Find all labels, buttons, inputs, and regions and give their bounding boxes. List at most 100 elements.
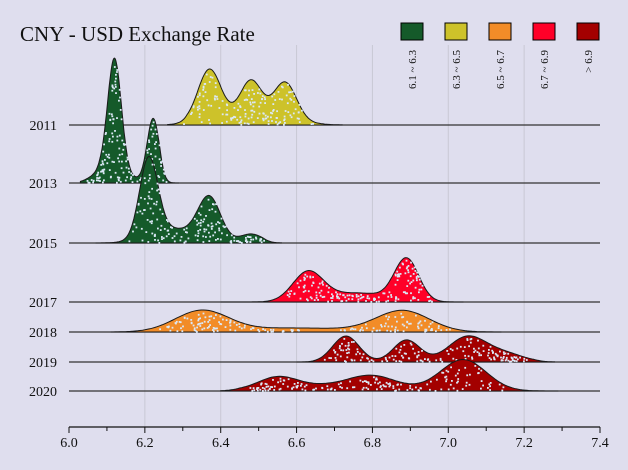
data-point <box>170 226 172 229</box>
data-point <box>128 171 130 173</box>
data-point <box>345 299 348 302</box>
data-point <box>270 386 272 388</box>
chart-title: CNY - USD Exchange Rate <box>20 22 255 46</box>
data-point <box>349 380 351 383</box>
data-point <box>385 381 388 384</box>
data-point <box>426 383 429 386</box>
data-point <box>361 296 363 299</box>
data-point <box>246 235 249 238</box>
data-point <box>151 232 154 235</box>
data-point <box>265 117 268 120</box>
legend-swatch <box>576 22 600 41</box>
data-point <box>415 314 417 317</box>
data-point <box>165 235 168 238</box>
data-point <box>262 390 264 392</box>
data-point <box>230 117 233 120</box>
data-point <box>424 330 426 333</box>
data-point <box>449 348 452 350</box>
data-point <box>376 388 378 391</box>
data-point <box>118 176 121 179</box>
data-point <box>137 203 140 206</box>
data-point <box>290 290 293 292</box>
data-point <box>161 213 164 215</box>
data-point <box>183 228 186 231</box>
data-point <box>271 95 274 98</box>
data-point <box>218 321 220 323</box>
data-point <box>290 99 293 101</box>
data-point <box>296 384 299 387</box>
data-point <box>122 148 125 151</box>
data-point <box>240 123 243 126</box>
data-point <box>440 388 443 391</box>
data-point <box>507 359 510 362</box>
legend-item: > 6.9 <box>576 22 600 73</box>
data-point <box>273 93 276 96</box>
data-point <box>118 88 121 91</box>
data-point <box>169 329 172 332</box>
data-point <box>292 386 295 389</box>
data-point <box>154 155 157 158</box>
data-point <box>251 389 254 392</box>
data-point <box>292 112 295 115</box>
data-point <box>421 350 423 352</box>
data-point <box>404 272 407 275</box>
data-point <box>417 354 420 357</box>
data-point <box>102 163 105 166</box>
data-point <box>313 299 316 301</box>
data-point <box>198 107 201 110</box>
tick-label: 7.4 <box>591 436 609 451</box>
data-point <box>392 385 395 387</box>
data-point <box>437 327 440 329</box>
data-point <box>163 173 166 175</box>
data-point <box>445 378 448 381</box>
data-point <box>466 339 469 341</box>
data-point <box>297 382 299 384</box>
data-point <box>301 109 303 112</box>
tick-label: 6.8 <box>364 436 382 451</box>
data-point <box>406 326 408 329</box>
data-point <box>108 153 110 156</box>
data-point <box>173 235 176 238</box>
data-point <box>253 101 256 104</box>
data-point <box>383 292 386 295</box>
data-point <box>263 96 266 99</box>
data-point <box>347 347 349 350</box>
ridges: 2011 2013 2015 2017 2018 2019 2020 <box>29 57 600 400</box>
data-point <box>205 215 207 217</box>
data-point <box>310 123 313 125</box>
data-point <box>278 122 280 125</box>
data-point <box>112 86 114 89</box>
legend-label: 6.5 ~ 6.7 <box>495 50 507 89</box>
data-point <box>285 94 288 97</box>
data-point <box>208 231 210 234</box>
data-point <box>276 110 278 113</box>
data-point <box>199 228 202 231</box>
data-point <box>96 177 98 179</box>
data-point <box>511 357 514 360</box>
year-label: 2017 <box>29 296 57 311</box>
data-point <box>194 234 197 237</box>
data-point <box>312 123 314 125</box>
data-point <box>272 103 275 105</box>
data-point <box>118 153 121 156</box>
data-point <box>118 160 121 163</box>
data-point <box>395 298 397 300</box>
data-point <box>212 234 215 237</box>
data-point <box>461 388 464 390</box>
data-point <box>264 329 267 332</box>
data-point <box>318 282 321 285</box>
data-point <box>126 156 129 159</box>
data-point <box>111 84 114 87</box>
data-point <box>493 358 496 360</box>
data-point <box>417 327 420 330</box>
data-point <box>411 388 414 391</box>
data-point <box>248 89 250 92</box>
data-point <box>395 347 398 350</box>
data-point <box>480 354 482 357</box>
data-point <box>334 351 336 354</box>
data-point <box>440 329 443 332</box>
data-point <box>173 240 176 243</box>
data-point <box>379 381 381 384</box>
data-point <box>105 153 108 156</box>
data-point <box>387 383 390 385</box>
